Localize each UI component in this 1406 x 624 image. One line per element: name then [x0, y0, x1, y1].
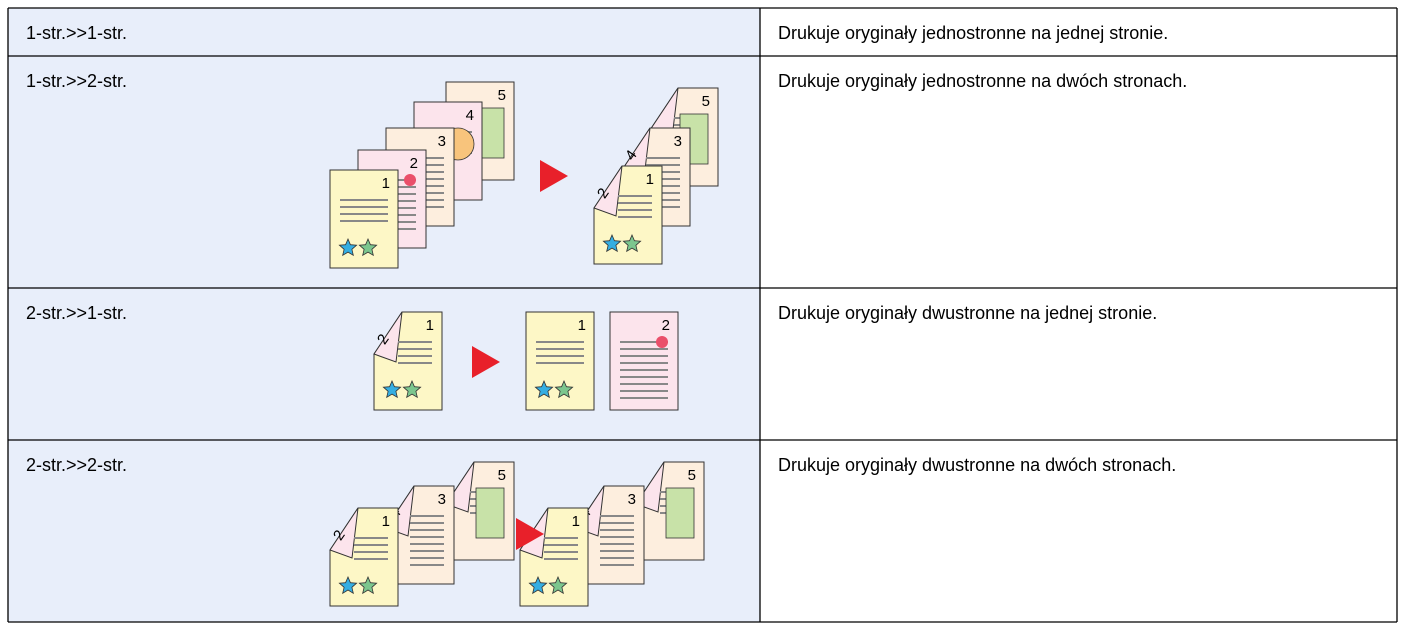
page-number: 5: [688, 467, 696, 484]
illustrations: 543215432121125432154321: [329, 81, 719, 607]
page-number: 1: [382, 513, 390, 530]
image-dot: [656, 336, 668, 348]
star: [402, 379, 422, 399]
star: [358, 237, 378, 257]
star: [358, 575, 378, 595]
page-icon: 5: [445, 461, 515, 561]
image-dot: [404, 174, 416, 186]
fold: [593, 165, 623, 217]
page-number: 2: [662, 317, 670, 334]
page-icon: 2: [609, 311, 679, 411]
arrow: [540, 160, 568, 192]
star: [534, 379, 554, 399]
page-number: 3: [674, 133, 682, 150]
description: Drukuje oryginały dwustronne na dwóch st…: [778, 455, 1176, 475]
page-number: 3: [628, 491, 636, 508]
star: [548, 575, 568, 595]
fold: [373, 311, 403, 363]
description: Drukuje oryginały jednostronne na dwóch …: [778, 71, 1187, 91]
arrow: [472, 346, 500, 378]
mode: 1-str.>>2-str.: [26, 71, 127, 91]
image-block: [665, 487, 695, 539]
page-number: 1: [426, 317, 434, 334]
star: [622, 233, 642, 253]
star: [602, 233, 622, 253]
arrow: [516, 518, 544, 550]
page-number: 1: [382, 175, 390, 192]
page-number: 3: [438, 491, 446, 508]
page-number: 4: [466, 107, 474, 124]
page-icon: 1: [329, 169, 399, 269]
star: [382, 379, 402, 399]
sheet: [609, 311, 679, 411]
image-block: [475, 487, 505, 539]
page-number: 5: [702, 93, 710, 110]
page-number: 5: [498, 87, 506, 104]
star: [338, 575, 358, 595]
page-icon: 21: [593, 165, 663, 265]
page-number: 1: [646, 171, 654, 188]
mode: 2-str.>>1-str.: [26, 303, 127, 323]
page-icon: 21: [329, 507, 399, 607]
page-icon: 1: [525, 311, 595, 411]
page-number: 5: [498, 467, 506, 484]
page-number: 3: [438, 133, 446, 150]
mode: 2-str.>>2-str.: [26, 455, 127, 475]
page-number: 2: [410, 155, 418, 172]
star: [338, 237, 358, 257]
page-number: 1: [572, 513, 580, 530]
table-borders: [7, 7, 1398, 623]
star: [528, 575, 548, 595]
star: [554, 379, 574, 399]
fold: [329, 507, 359, 559]
mode: 1-str.>>1-str.: [26, 23, 127, 43]
description: Drukuje oryginały dwustronne na jednej s…: [778, 303, 1157, 323]
description-column-bg: [760, 8, 1397, 622]
page-number: 1: [578, 317, 586, 334]
description: Drukuje oryginały jednostronne na jednej…: [778, 23, 1168, 43]
